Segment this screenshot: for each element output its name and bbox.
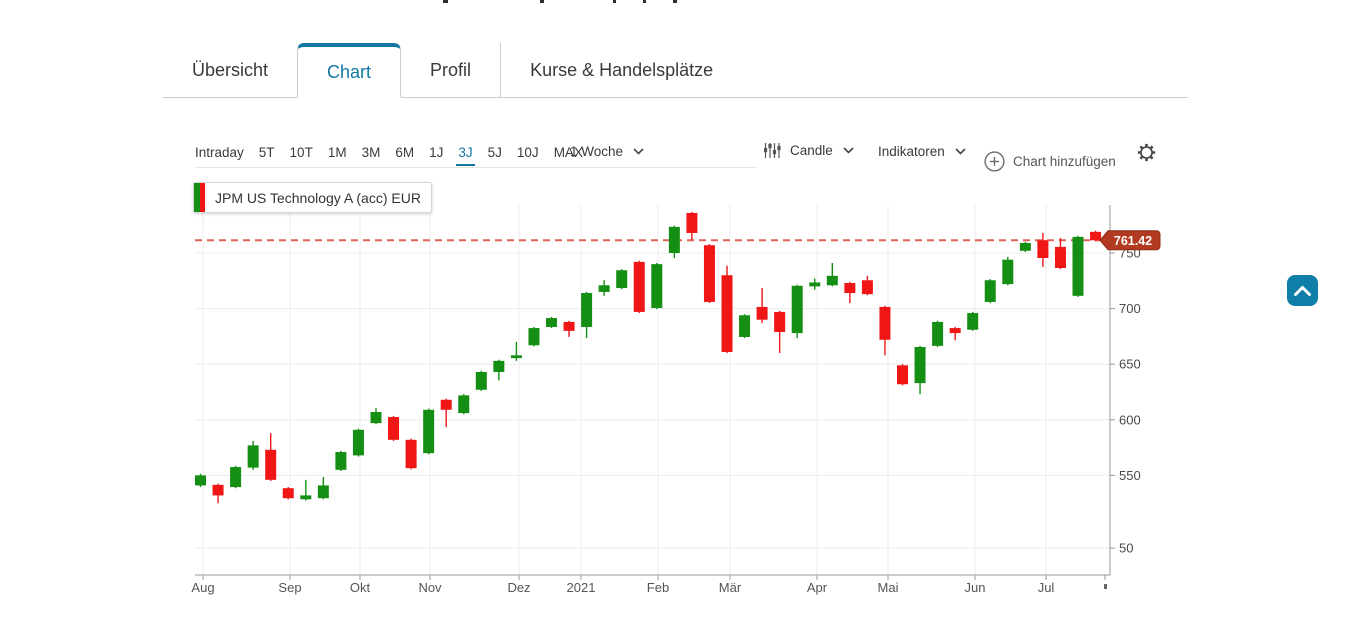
svg-text:650: 650 bbox=[1119, 357, 1141, 372]
tab-label: Kurse & Handelsplätze bbox=[530, 59, 714, 80]
chart-settings-button[interactable] bbox=[1136, 142, 1157, 163]
svg-text:Mai: Mai bbox=[878, 580, 899, 595]
chart-gridlines bbox=[195, 205, 1110, 575]
tab-chart[interactable]: Chart bbox=[297, 43, 402, 98]
interval-dropdown[interactable]: 1 Woche bbox=[570, 144, 644, 159]
range-6m[interactable]: 6M bbox=[395, 145, 415, 160]
tab-divider bbox=[500, 43, 502, 97]
svg-text:550: 550 bbox=[1119, 468, 1141, 483]
tab-kurse-handelsplaetze[interactable]: Kurse & Handelsplätze bbox=[501, 43, 742, 97]
chevron-down-icon bbox=[843, 147, 854, 154]
svg-text:Mär: Mär bbox=[719, 580, 742, 595]
range-intraday[interactable]: Intraday bbox=[195, 145, 244, 160]
clipped-header-fragment bbox=[540, 0, 544, 3]
svg-text:Feb: Feb bbox=[647, 580, 669, 595]
svg-text:Sep: Sep bbox=[278, 580, 301, 595]
tab-profil[interactable]: Profil bbox=[401, 43, 500, 97]
svg-text:600: 600 bbox=[1119, 412, 1141, 427]
toolbar-rule bbox=[195, 167, 757, 168]
svg-text:2021: 2021 bbox=[567, 580, 596, 595]
chevron-down-icon bbox=[633, 148, 644, 155]
indicators-dropdown[interactable]: Indikatoren bbox=[878, 144, 966, 159]
chart-type-label: Candle bbox=[790, 143, 833, 158]
svg-text:Jul: Jul bbox=[1038, 580, 1055, 595]
clipped-header-fragment bbox=[443, 0, 448, 3]
series-color-swatch bbox=[194, 183, 205, 212]
tab-label: Profil bbox=[430, 59, 472, 80]
svg-text:Jun: Jun bbox=[965, 580, 986, 595]
candles bbox=[195, 211, 1102, 504]
series-name: JPM US Technology A (acc) EUR bbox=[215, 189, 421, 206]
candle-style-icon bbox=[764, 143, 781, 158]
chevron-down-icon bbox=[955, 148, 966, 155]
range-1j[interactable]: 1J bbox=[429, 145, 444, 160]
svg-text:Okt: Okt bbox=[350, 580, 371, 595]
svg-text:761.42: 761.42 bbox=[1114, 234, 1152, 248]
gear-icon bbox=[1137, 143, 1156, 162]
tab-bar: Übersicht Chart Profil Kurse & Handelspl… bbox=[163, 43, 1188, 98]
add-chart-label: Chart hinzufügen bbox=[1013, 154, 1116, 169]
svg-text:Apr: Apr bbox=[807, 580, 828, 595]
add-chart-button[interactable]: Chart hinzufügen bbox=[984, 151, 1116, 172]
series-legend[interactable]: JPM US Technology A (acc) EUR bbox=[193, 182, 432, 213]
scroll-to-top-button[interactable] bbox=[1287, 275, 1318, 306]
clipped-axis-label bbox=[1104, 584, 1107, 589]
svg-text:50: 50 bbox=[1119, 541, 1133, 556]
range-selector: Intraday 5T 10T 1M 3M 6M 1J 3J 5J 10J MA… bbox=[195, 145, 583, 166]
last-price-tag: 761.42 bbox=[1099, 230, 1161, 251]
range-5j[interactable]: 5J bbox=[487, 145, 502, 160]
range-3m[interactable]: 3M bbox=[361, 145, 381, 160]
range-1m[interactable]: 1M bbox=[327, 145, 347, 160]
chevron-up-icon bbox=[1294, 285, 1311, 296]
range-max[interactable]: MAX bbox=[553, 145, 583, 160]
indicators-label: Indikatoren bbox=[878, 144, 945, 159]
range-3j[interactable]: 3J bbox=[456, 145, 475, 166]
plus-circle-icon bbox=[984, 151, 1005, 172]
range-10j[interactable]: 10J bbox=[516, 145, 539, 160]
svg-text:700: 700 bbox=[1119, 301, 1141, 316]
range-5t[interactable]: 5T bbox=[258, 145, 275, 160]
clipped-header-fragment bbox=[613, 0, 616, 3]
chart-type-dropdown[interactable]: Candle bbox=[763, 142, 854, 159]
interval-label: 1 Woche bbox=[570, 144, 624, 159]
svg-text:Nov: Nov bbox=[418, 580, 442, 595]
clipped-header-fragment bbox=[643, 0, 646, 3]
tab-uebersicht[interactable]: Übersicht bbox=[163, 43, 297, 97]
clipped-header-fragment bbox=[673, 0, 677, 3]
svg-text:Aug: Aug bbox=[191, 580, 214, 595]
svg-text:Dez: Dez bbox=[507, 580, 530, 595]
tab-label: Chart bbox=[327, 61, 372, 82]
range-10t[interactable]: 10T bbox=[289, 145, 313, 160]
tab-label: Übersicht bbox=[192, 59, 269, 80]
